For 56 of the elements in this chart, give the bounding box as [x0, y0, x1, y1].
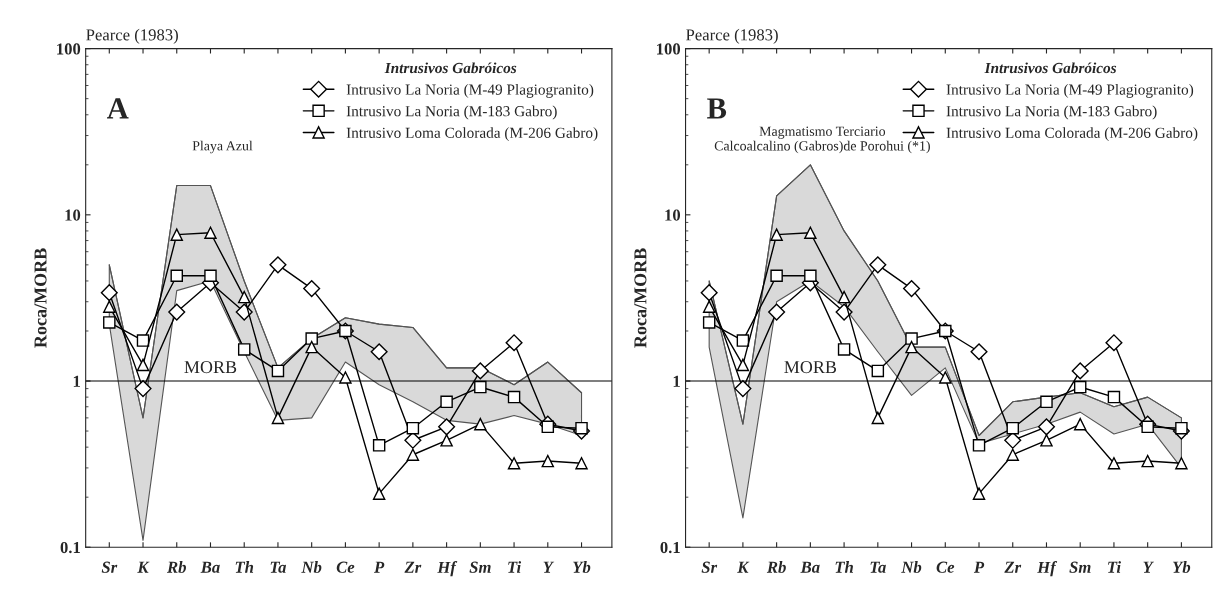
- x-tick-label: Y: [1143, 561, 1155, 573]
- x-tick-label: Ce: [336, 561, 355, 573]
- annotation: Magmatismo Terciario Calcoalcalino (Gabros)de Porohui (*1): [714, 126, 930, 154]
- x-tick-label: Rb: [766, 561, 786, 573]
- x-tick-label: Sr: [101, 561, 118, 573]
- y-axis-title: Roca/MORB: [634, 248, 647, 348]
- y-tick-label: 1: [673, 375, 680, 387]
- x-tick-label: Nb: [901, 561, 922, 573]
- x-tick-label: Yb: [573, 561, 591, 573]
- x-tick-label: Hf: [1037, 561, 1058, 577]
- x-tick-label: Zr: [404, 561, 422, 573]
- x-tick-label: K: [737, 561, 750, 573]
- y-tick-label: 10: [665, 209, 681, 221]
- x-tick-label: P: [374, 561, 385, 573]
- y-tick-label: 100: [57, 43, 81, 55]
- y-tick-label: 1: [73, 375, 80, 387]
- annotation: B: [707, 98, 727, 119]
- chart-title: Pearce (1983): [86, 28, 178, 44]
- annotation: Playa Azul: [192, 140, 253, 154]
- x-tick-label: Ti: [508, 561, 522, 573]
- x-tick-label: Nb: [301, 561, 322, 573]
- y-tick-label: 10: [65, 209, 81, 221]
- x-tick-label: Th: [835, 561, 853, 573]
- annotation: A: [107, 98, 129, 119]
- y-tick-label: 0.1: [660, 541, 680, 554]
- legend-title: Intrusivos Gabróicos: [384, 62, 517, 74]
- x-tick-label: Ba: [200, 561, 220, 573]
- x-tick-label: Ba: [800, 561, 820, 573]
- x-tick-label: K: [137, 561, 150, 573]
- legend-title: Intrusivos Gabróicos: [984, 62, 1117, 74]
- x-tick-label: Yb: [1173, 561, 1191, 573]
- x-tick-label: Ce: [936, 561, 955, 573]
- x-tick-label: Th: [235, 561, 254, 573]
- legend-label: Intrusivo Loma Colorada (M-206 Gabro): [946, 127, 1198, 142]
- x-tick-label: Sm: [469, 561, 491, 573]
- y-tick-label: 100: [657, 43, 681, 55]
- x-tick-label: Sr: [701, 561, 718, 573]
- legend-label: Intrusivo Loma Colorada (M-206 Gabro): [346, 127, 598, 142]
- legend-label: Intrusivo La Noria (M-49 Plagiogranito): [946, 83, 1194, 98]
- ref-line-label: MORB: [784, 361, 837, 374]
- x-tick-label: Hf: [437, 561, 458, 577]
- y-tick-label: 0.1: [60, 541, 80, 554]
- ref-line-label: MORB: [184, 361, 237, 374]
- legend-label: Intrusivo La Noria (M-49 Plagiogranito): [346, 83, 594, 98]
- legend-label: Intrusivo La Noria (M-183 Gabro): [346, 105, 557, 120]
- x-tick-label: Y: [543, 561, 555, 573]
- x-tick-label: Zr: [1004, 561, 1022, 573]
- y-axis-title: Roca/MORB: [34, 248, 47, 348]
- x-tick-label: Sm: [1069, 561, 1091, 573]
- x-tick-label: Ti: [1108, 561, 1121, 573]
- legend-label: Intrusivo La Noria (M-183 Gabro): [946, 105, 1157, 120]
- x-tick-label: Ta: [270, 561, 287, 573]
- chart-title: Pearce (1983): [686, 28, 778, 44]
- x-tick-label: Rb: [167, 561, 186, 573]
- x-tick-label: Ta: [870, 561, 886, 573]
- x-tick-label: P: [973, 561, 985, 573]
